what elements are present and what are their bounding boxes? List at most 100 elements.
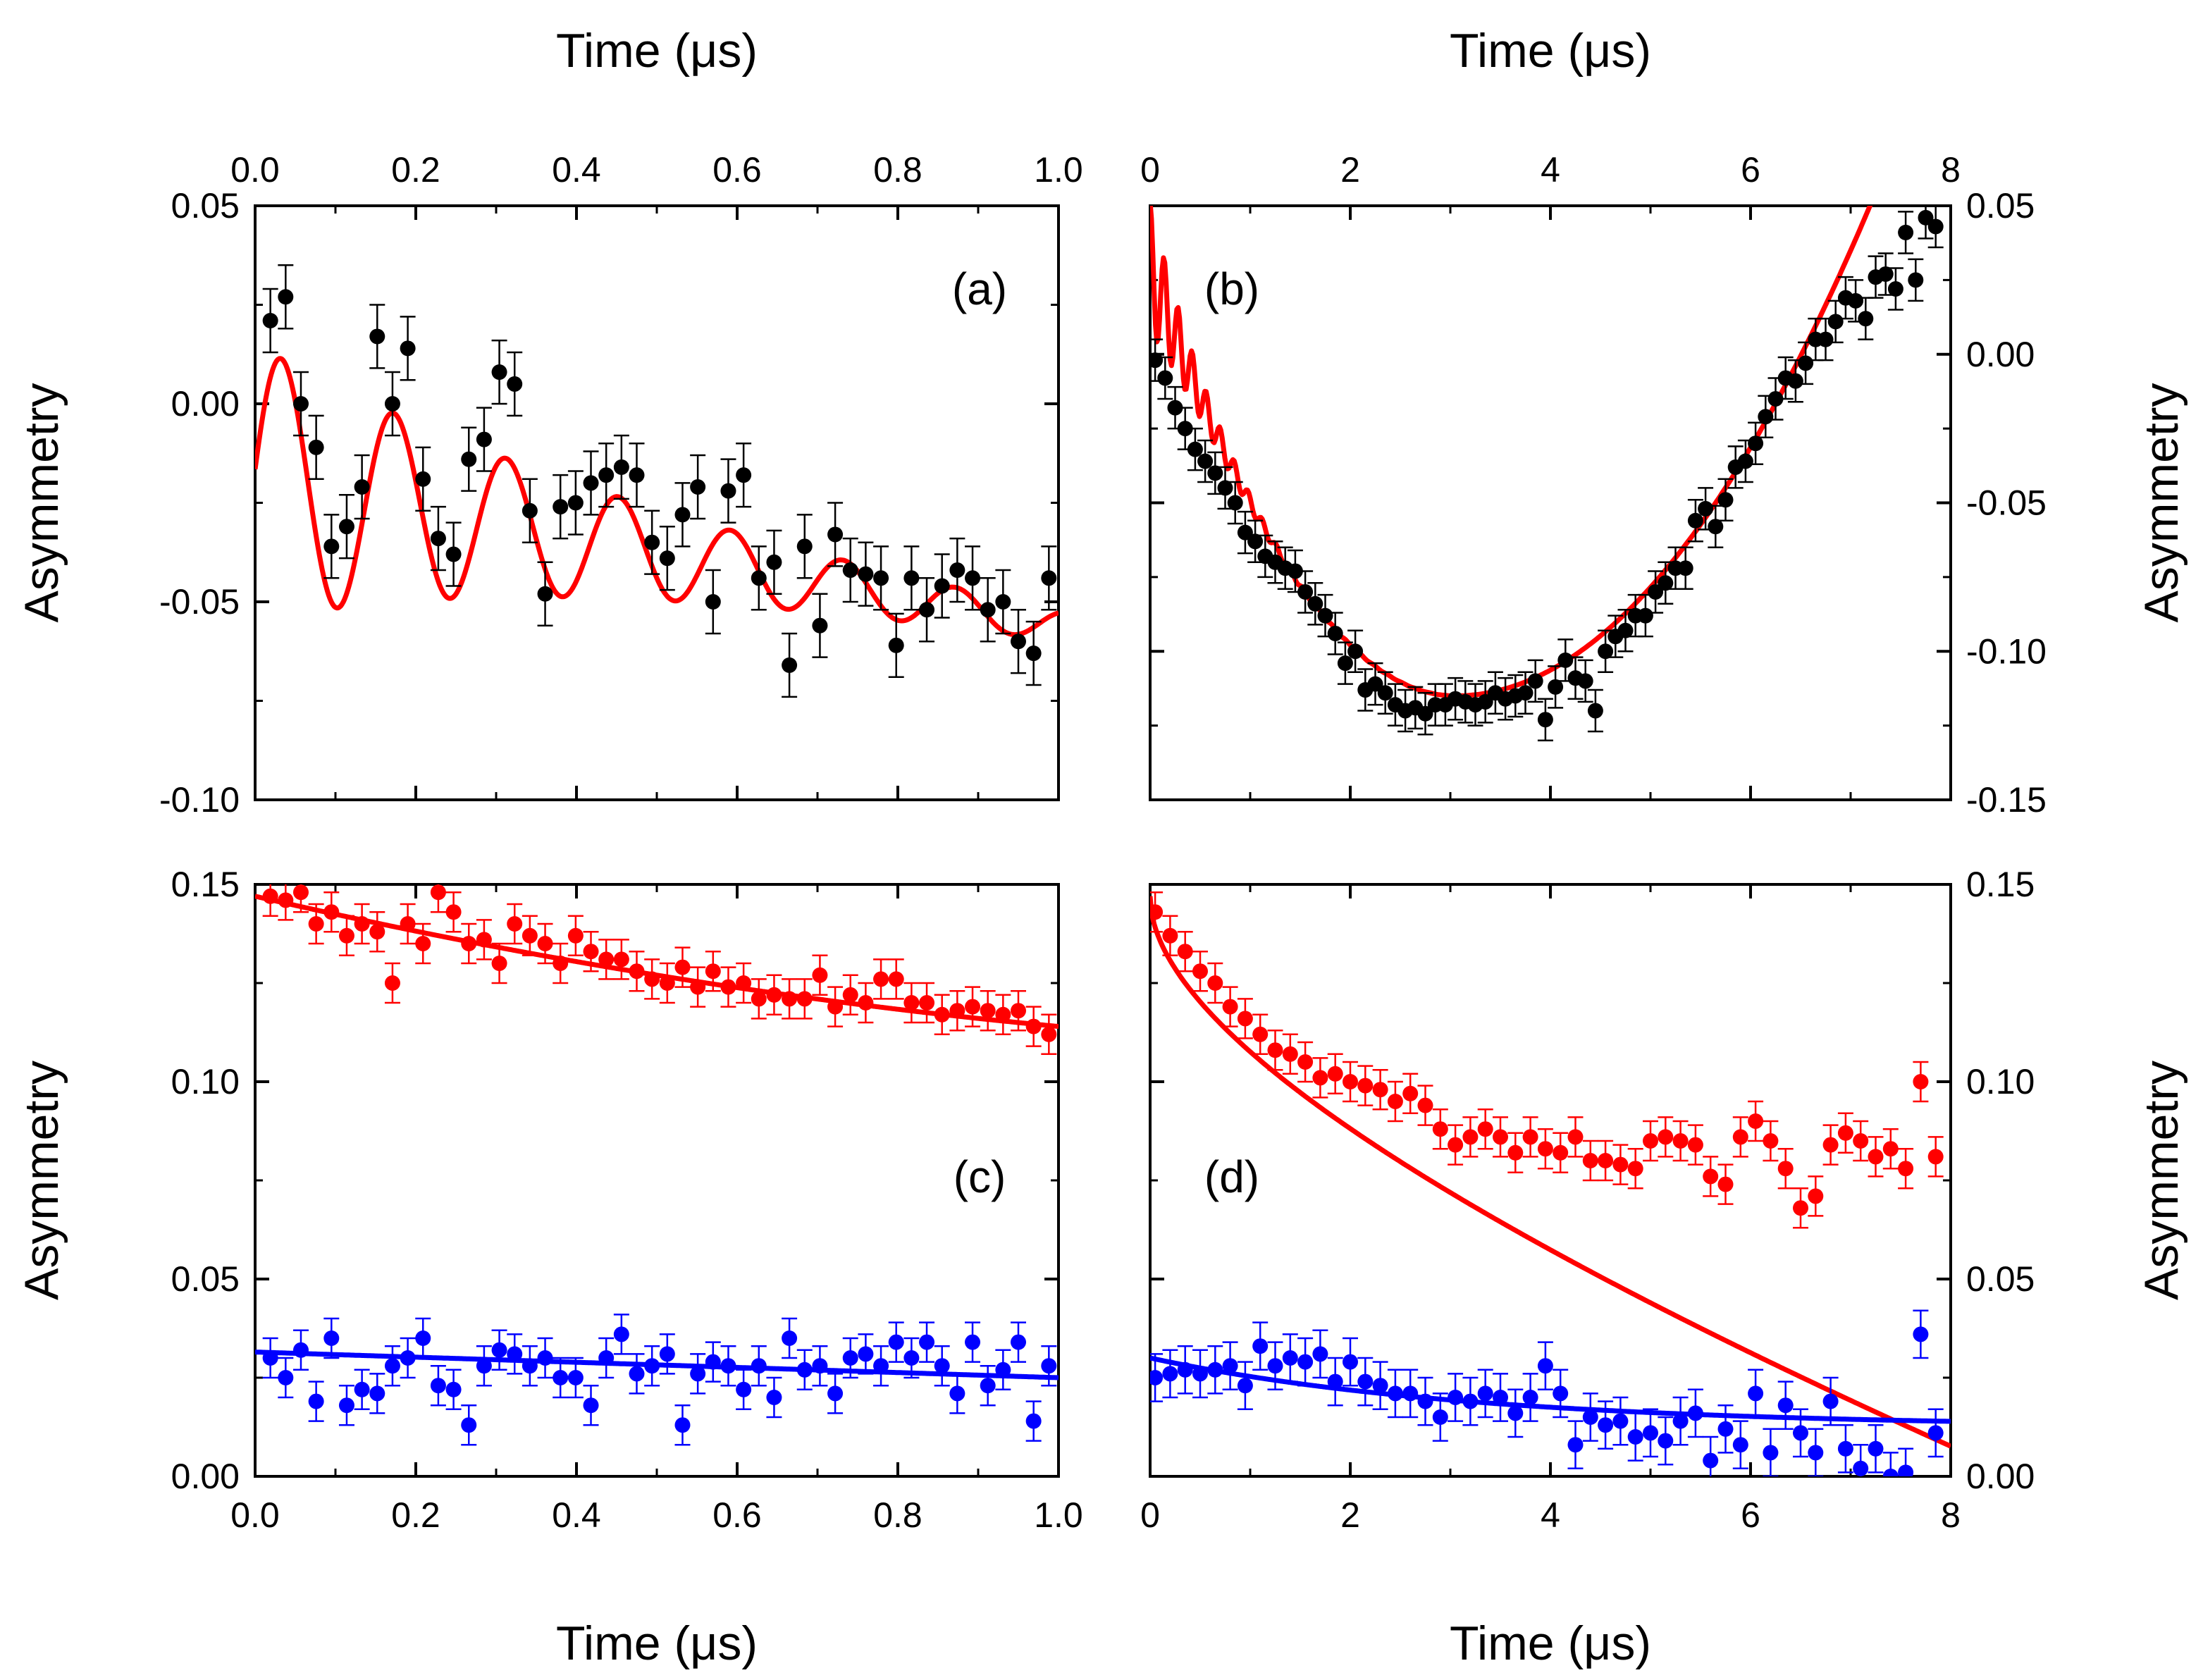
data-layer	[1150, 891, 1951, 1476]
data-point	[1887, 281, 1903, 297]
data-point	[262, 312, 278, 328]
data-point	[903, 570, 920, 586]
data-point	[1822, 1393, 1839, 1409]
data-point	[736, 467, 752, 483]
data-point	[1837, 1440, 1853, 1457]
data-point	[1167, 400, 1183, 416]
data-point	[1612, 1413, 1629, 1429]
data-point	[1417, 705, 1433, 722]
data-point	[1848, 292, 1864, 309]
data-point	[1041, 570, 1057, 586]
data-point	[323, 538, 340, 555]
data-point	[1177, 421, 1193, 437]
data-point	[1868, 1440, 1884, 1457]
data-point	[674, 507, 691, 523]
data-point	[1347, 643, 1364, 660]
data-point	[1312, 1346, 1328, 1362]
y-tick-label: 0.05	[1966, 1259, 2035, 1299]
data-point	[613, 459, 629, 475]
data-point	[1417, 1393, 1433, 1409]
x-tick-label: 1.0	[1034, 150, 1083, 190]
y-tick-label: -0.05	[159, 582, 240, 622]
data-point	[613, 951, 629, 968]
data-point	[262, 888, 278, 904]
data-point	[1837, 1125, 1853, 1141]
data-point	[308, 1393, 324, 1409]
data-point	[1387, 1385, 1403, 1402]
data-point	[1617, 622, 1634, 638]
data-point	[1477, 693, 1493, 710]
x-tick-label: 0	[1140, 150, 1160, 190]
data-point	[766, 554, 782, 570]
data-point	[796, 1361, 813, 1378]
data-point	[1222, 999, 1238, 1015]
data-point	[1793, 1425, 1808, 1441]
data-point	[1267, 1042, 1283, 1058]
data-point	[1582, 1409, 1598, 1425]
data-point	[705, 963, 721, 980]
data-point	[842, 987, 858, 1003]
data-point	[476, 1358, 492, 1374]
x-tick-label: 0.4	[552, 150, 601, 190]
data-point	[1777, 1397, 1794, 1414]
data-point	[1237, 524, 1253, 541]
data-point	[537, 586, 553, 602]
data-point	[1462, 1129, 1479, 1145]
data-point	[751, 570, 767, 586]
data-point	[278, 892, 294, 908]
data-point	[1763, 1445, 1779, 1461]
data-point	[1343, 1354, 1358, 1370]
data-point	[583, 944, 599, 960]
data-point	[507, 1346, 523, 1362]
data-point	[934, 1006, 950, 1023]
data-point	[1827, 314, 1844, 330]
data-point	[629, 467, 645, 483]
data-point	[1282, 1046, 1298, 1062]
data-point	[522, 1358, 538, 1374]
data-point	[782, 657, 798, 673]
data-point	[430, 531, 446, 547]
data-point	[522, 927, 538, 944]
data-point	[553, 956, 569, 971]
data-point	[827, 1385, 844, 1402]
data-point	[338, 927, 354, 944]
y-tick-label: -0.10	[159, 780, 240, 820]
x-axis-title: Time (μs)	[1450, 24, 1651, 78]
data-point	[995, 1361, 1011, 1378]
data-point	[1687, 1405, 1703, 1421]
data-point	[1748, 436, 1764, 452]
data-point	[1703, 1168, 1719, 1185]
y-tick-label: 0.00	[1966, 335, 2035, 374]
data-point	[842, 562, 858, 579]
data-layer	[255, 884, 1059, 1446]
data-point	[1377, 685, 1393, 701]
data-point	[598, 1350, 615, 1366]
data-point	[384, 396, 400, 412]
data-point	[1462, 1393, 1479, 1409]
plot-frame	[254, 204, 1060, 801]
fit-curve	[255, 356, 1059, 638]
data-point	[705, 594, 721, 610]
x-tick-label: 8	[1941, 150, 1961, 190]
data-point	[1637, 607, 1653, 624]
data-point	[1853, 1133, 1869, 1149]
data-point	[1192, 1366, 1208, 1382]
data-point	[1598, 1417, 1614, 1433]
data-point	[476, 932, 492, 948]
data-point	[1011, 1003, 1026, 1019]
data-point	[1787, 373, 1803, 389]
data-point	[1913, 1074, 1929, 1089]
data-point	[1898, 1161, 1914, 1177]
data-point	[354, 479, 370, 495]
data-point	[1150, 904, 1164, 920]
data-point	[980, 1378, 996, 1394]
data-point	[1567, 1129, 1584, 1145]
data-point	[888, 637, 904, 653]
panel-d: 0 2 4 6 80.00 0.05 0.10 0.15 Time (μs) Asymmetry (…	[1140, 865, 2188, 1670]
y-tick-label: 0.05	[171, 1259, 240, 1299]
data-point	[1282, 1350, 1298, 1366]
data-point	[567, 495, 584, 511]
data-point	[1898, 224, 1914, 240]
data-point	[1868, 1149, 1884, 1165]
data-point	[1557, 652, 1574, 668]
